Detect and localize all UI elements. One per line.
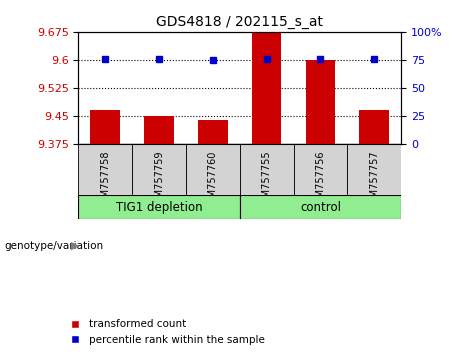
Text: GSM757759: GSM757759 bbox=[154, 150, 164, 210]
Bar bbox=[294, 144, 347, 195]
Text: control: control bbox=[300, 201, 341, 214]
Bar bbox=[240, 195, 401, 219]
Text: GSM757756: GSM757756 bbox=[315, 150, 325, 210]
Bar bbox=[240, 144, 294, 195]
Text: TIG1 depletion: TIG1 depletion bbox=[116, 201, 202, 214]
Bar bbox=[144, 116, 174, 144]
Text: GSM757757: GSM757757 bbox=[369, 150, 379, 210]
Bar bbox=[78, 144, 132, 195]
Text: genotype/variation: genotype/variation bbox=[5, 241, 104, 251]
Text: GSM757755: GSM757755 bbox=[261, 150, 272, 210]
Bar bbox=[360, 110, 389, 144]
Bar bbox=[186, 144, 240, 195]
Bar bbox=[198, 120, 228, 144]
Text: GSM757758: GSM757758 bbox=[100, 150, 110, 210]
Bar bbox=[306, 60, 335, 144]
Title: GDS4818 / 202115_s_at: GDS4818 / 202115_s_at bbox=[156, 16, 323, 29]
Text: ▶: ▶ bbox=[71, 241, 80, 251]
Bar bbox=[347, 144, 401, 195]
Text: GSM757760: GSM757760 bbox=[208, 150, 218, 210]
Bar bbox=[90, 110, 120, 144]
Bar bbox=[252, 33, 281, 144]
Legend: transformed count, percentile rank within the sample: transformed count, percentile rank withi… bbox=[60, 315, 269, 349]
Bar bbox=[78, 195, 240, 219]
Bar bbox=[132, 144, 186, 195]
